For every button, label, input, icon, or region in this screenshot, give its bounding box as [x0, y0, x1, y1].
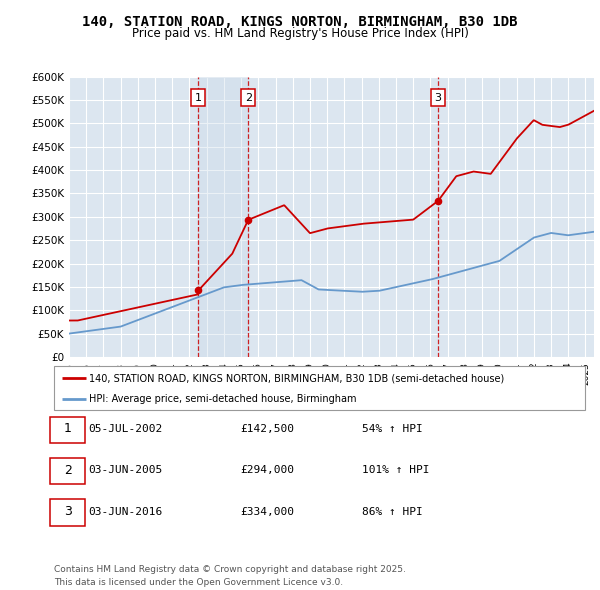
Bar — [198, 77, 248, 357]
FancyBboxPatch shape — [50, 499, 85, 526]
Text: 140, STATION ROAD, KINGS NORTON, BIRMINGHAM, B30 1DB (semi-detached house): 140, STATION ROAD, KINGS NORTON, BIRMING… — [89, 373, 504, 383]
Text: 1: 1 — [64, 422, 72, 435]
Text: 2: 2 — [64, 464, 72, 477]
FancyBboxPatch shape — [50, 458, 85, 484]
Text: 54% ↑ HPI: 54% ↑ HPI — [362, 424, 423, 434]
Text: 140, STATION ROAD, KINGS NORTON, BIRMINGHAM, B30 1DB: 140, STATION ROAD, KINGS NORTON, BIRMING… — [82, 15, 518, 29]
Point — [244, 215, 253, 224]
Text: 86% ↑ HPI: 86% ↑ HPI — [362, 507, 423, 516]
Text: 3: 3 — [64, 505, 72, 518]
Text: 05-JUL-2002: 05-JUL-2002 — [89, 424, 163, 434]
Text: 3: 3 — [434, 93, 441, 103]
Text: 03-JUN-2016: 03-JUN-2016 — [89, 507, 163, 516]
FancyBboxPatch shape — [50, 417, 85, 443]
Point — [193, 286, 203, 295]
Point — [433, 196, 443, 206]
Text: 101% ↑ HPI: 101% ↑ HPI — [362, 466, 430, 475]
Text: Contains HM Land Registry data © Crown copyright and database right 2025.
This d: Contains HM Land Registry data © Crown c… — [54, 565, 406, 587]
Text: £294,000: £294,000 — [240, 466, 294, 475]
Text: Price paid vs. HM Land Registry's House Price Index (HPI): Price paid vs. HM Land Registry's House … — [131, 27, 469, 40]
Text: 03-JUN-2005: 03-JUN-2005 — [89, 466, 163, 475]
Text: HPI: Average price, semi-detached house, Birmingham: HPI: Average price, semi-detached house,… — [89, 394, 356, 404]
Text: £142,500: £142,500 — [240, 424, 294, 434]
Text: 2: 2 — [245, 93, 252, 103]
Text: £334,000: £334,000 — [240, 507, 294, 516]
FancyBboxPatch shape — [54, 366, 585, 410]
Text: 1: 1 — [194, 93, 202, 103]
